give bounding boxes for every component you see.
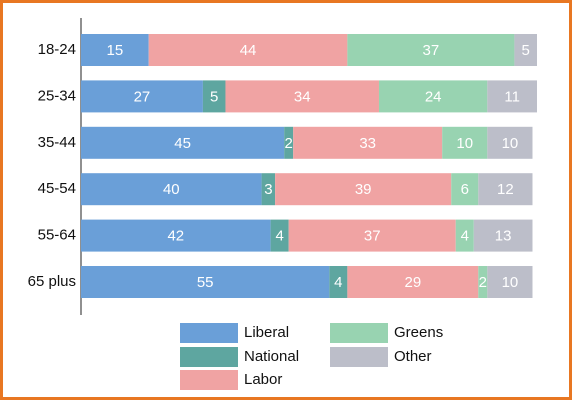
bar-segment <box>225 80 379 113</box>
data-label: 24 <box>425 88 442 105</box>
bar-segment <box>478 173 533 206</box>
data-label: 44 <box>240 42 257 59</box>
data-label: 34 <box>294 88 311 105</box>
bar-segment <box>81 266 330 298</box>
data-label: 39 <box>355 181 372 198</box>
bar-segment <box>81 219 271 252</box>
data-label: 42 <box>167 228 184 245</box>
data-label: 2 <box>285 135 293 152</box>
legend-label: Liberal <box>244 324 289 341</box>
data-label: 11 <box>504 88 520 105</box>
bar-segment <box>293 126 443 159</box>
legend-swatch <box>180 370 238 390</box>
data-label: 13 <box>495 228 512 245</box>
bar-segment <box>81 173 262 206</box>
bar-segment <box>347 266 479 298</box>
bar-segment <box>270 219 289 252</box>
y-tick-label: 45-54 <box>38 180 76 197</box>
data-label: 5 <box>522 42 530 59</box>
bar-segment <box>487 126 533 159</box>
data-label: 45 <box>174 135 191 152</box>
bar-segment <box>284 126 294 159</box>
bar-segment <box>81 126 285 159</box>
bar-segment <box>275 173 452 206</box>
legend-swatch <box>330 347 388 367</box>
y-tick-label: 25-34 <box>38 87 76 104</box>
y-tick-label: 35-44 <box>38 134 76 151</box>
bar-segment <box>347 34 515 66</box>
data-label: 12 <box>497 181 514 198</box>
data-label: 2 <box>479 274 487 291</box>
legend-swatch <box>180 347 238 367</box>
data-label: 4 <box>461 228 469 245</box>
data-label: 4 <box>334 274 342 291</box>
legend-label: Labor <box>244 371 282 388</box>
bar-segment <box>478 266 488 298</box>
bar-segment <box>442 126 488 159</box>
data-label: 37 <box>423 42 440 59</box>
bar-segment <box>329 266 348 298</box>
data-label: 5 <box>210 88 218 105</box>
bar-segment <box>288 219 456 252</box>
data-label: 4 <box>275 228 283 245</box>
bar-segment <box>455 219 474 252</box>
data-label: 6 <box>461 181 469 198</box>
y-tick-label: 18-24 <box>38 41 76 58</box>
bar-segment <box>451 173 479 206</box>
bar-segment <box>514 34 537 66</box>
data-label: 10 <box>502 274 519 291</box>
data-label: 27 <box>134 88 151 105</box>
bar-segment <box>81 34 149 66</box>
data-label: 15 <box>107 42 124 59</box>
bar-segment <box>487 80 537 113</box>
bar-segment <box>81 80 203 113</box>
legend-label: Other <box>394 348 432 365</box>
data-label: 10 <box>456 135 473 152</box>
legend-swatch <box>180 323 238 343</box>
bar-segment <box>473 219 533 252</box>
legend-swatch <box>330 323 388 343</box>
y-tick-label: 55-64 <box>38 227 76 244</box>
legend-label: National <box>244 348 299 365</box>
bar-segment <box>202 80 226 113</box>
data-label: 37 <box>364 228 381 245</box>
bar-segment <box>261 173 276 206</box>
bar-segment <box>378 80 488 113</box>
y-tick-label: 65 plus <box>28 273 76 290</box>
bar-segment <box>487 266 533 298</box>
data-label: 55 <box>197 274 214 291</box>
data-label: 40 <box>163 181 180 198</box>
bar-segment <box>148 34 348 66</box>
data-label: 10 <box>502 135 519 152</box>
data-label: 33 <box>359 135 376 152</box>
data-label: 3 <box>264 181 272 198</box>
legend-label: Greens <box>394 324 443 341</box>
data-label: 29 <box>404 274 421 291</box>
